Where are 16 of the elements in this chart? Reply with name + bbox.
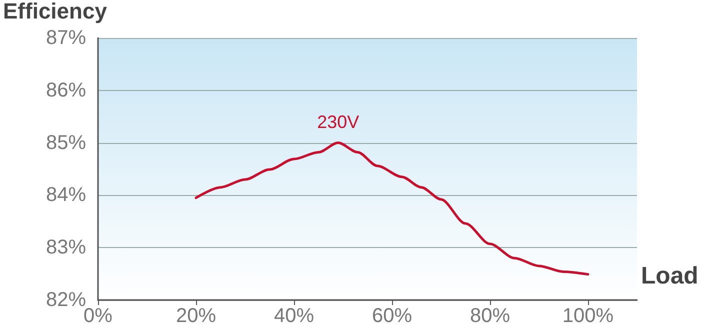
y-axis-title: Efficiency xyxy=(3,0,108,24)
y-tick-label: 85% xyxy=(46,132,86,154)
x-tick-label: 0% xyxy=(84,305,113,327)
x-axis-title: Load xyxy=(641,262,698,290)
y-tick-label: 84% xyxy=(46,184,86,206)
x-tick-label: 40% xyxy=(274,305,314,327)
y-tick-label: 82% xyxy=(46,289,86,311)
y-tick-label: 83% xyxy=(46,236,86,259)
y-tick-label: 87% xyxy=(46,27,86,49)
x-tick-label: 100% xyxy=(562,305,614,327)
line-series xyxy=(194,142,590,276)
y-tick-label: 86% xyxy=(46,79,86,102)
x-tick-label: 20% xyxy=(176,305,216,327)
series-label: 230V xyxy=(317,112,360,132)
x-tick-label: 60% xyxy=(372,305,412,327)
x-tick-label: 80% xyxy=(470,305,510,327)
